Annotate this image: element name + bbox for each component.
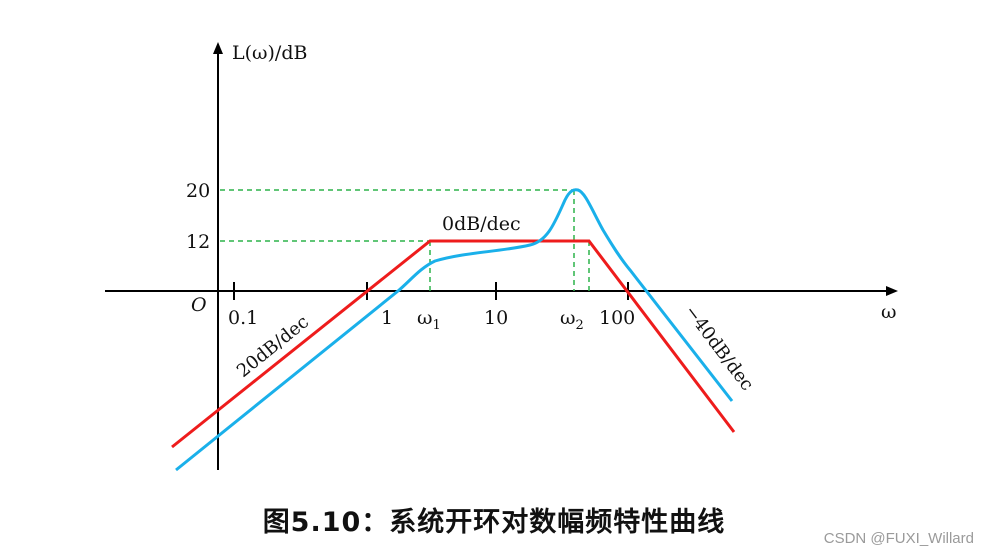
- y-axis-arrow: [213, 42, 223, 54]
- asymptote-curve: [171, 239, 736, 449]
- omega2-symbol: ω: [560, 307, 576, 329]
- y-axis-label: L(ω)/dB: [232, 42, 307, 64]
- x-tick-label-0.1: 0.1: [228, 307, 258, 329]
- x-tick-label-100: 100: [599, 307, 635, 329]
- slope-label-middle: 0dB/dec: [442, 213, 521, 235]
- watermark: CSDN @FUXI_Willard: [823, 530, 974, 547]
- x-tick-label-omega2: ω2: [560, 307, 584, 333]
- y-tick-label-20: 20: [186, 180, 210, 202]
- x-tick-label-omega1: ω1: [417, 307, 441, 333]
- x-axis-arrow: [886, 286, 898, 296]
- origin-label: O: [191, 294, 207, 316]
- omega1-symbol: ω: [417, 307, 433, 329]
- omega2-subscript: 2: [576, 318, 584, 333]
- figure-caption: 图5.10：系统开环对数幅频特性曲线: [262, 507, 726, 538]
- x-tick-label-1: 1: [381, 307, 393, 329]
- x-axis-label: ω: [881, 301, 897, 323]
- omega1-subscript: 1: [433, 318, 441, 333]
- y-tick-label-12: 12: [186, 231, 210, 253]
- actual-curve: [175, 188, 734, 472]
- x-tick-label-10: 10: [484, 307, 508, 329]
